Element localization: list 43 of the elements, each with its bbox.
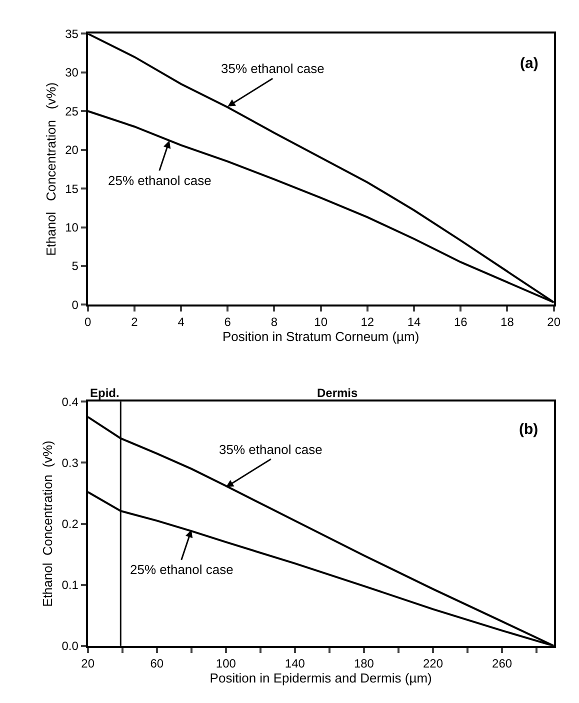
x-axis-title: Position in Stratum Corneum (µm) xyxy=(222,329,420,344)
x-tick-label: 260 xyxy=(492,656,512,670)
y-tick-label: 25 xyxy=(65,104,79,118)
y-tick-label: 15 xyxy=(65,182,79,196)
text: Epid. xyxy=(90,386,120,400)
x-tick-label: 10 xyxy=(314,315,328,330)
annotation: 35% ethanol case xyxy=(219,442,322,457)
y-tick-label: 20 xyxy=(65,143,79,158)
x-tick-label: 220 xyxy=(423,656,444,670)
x-tick-label: 180 xyxy=(354,656,374,670)
x-tick-label: 8 xyxy=(270,315,278,330)
x-axis-title: Position in Epidermis and Dermis (µm) xyxy=(210,670,432,686)
y-tick-label: 5 xyxy=(72,259,79,274)
y-tick-label: 10 xyxy=(65,220,79,234)
x-tick-label: 20 xyxy=(81,656,95,670)
x-tick-label: 12 xyxy=(360,315,374,330)
y-tick-label: 0.2 xyxy=(62,516,79,531)
x-tick-label: 4 xyxy=(178,315,185,330)
annotation: (b) xyxy=(519,421,538,438)
annotation: 35% ethanol case xyxy=(221,61,324,76)
y-tick-label: 0.4 xyxy=(62,394,79,409)
x-tick-label: 18 xyxy=(500,315,514,330)
y-tick-label: 0.0 xyxy=(62,639,79,654)
x-tick-label: 60 xyxy=(150,656,164,670)
x-tick-label: 2 xyxy=(131,315,138,330)
x-tick-label: 14 xyxy=(407,315,422,330)
y-tick-label: 30 xyxy=(65,66,79,80)
x-tick-label: 6 xyxy=(224,315,232,330)
x-tick-label: 100 xyxy=(216,656,236,670)
annotation: 25% ethanol case xyxy=(130,562,234,577)
x-tick-label: 140 xyxy=(284,656,306,670)
y-tick-label: 0.1 xyxy=(62,578,79,592)
y-axis-title: Ethanol Concentration (v%) xyxy=(44,82,59,256)
annotation: (a) xyxy=(520,55,538,72)
text: Dermis xyxy=(317,386,358,400)
x-tick-label: 0 xyxy=(84,315,92,330)
y-axis-title: Ethanol Concentration (v%) xyxy=(40,440,56,607)
annotation: 25% ethanol case xyxy=(108,173,212,188)
y-tick-label: 0.3 xyxy=(62,456,79,470)
y-tick-label: 35 xyxy=(65,26,79,41)
x-tick-label: 20 xyxy=(547,315,561,330)
x-tick-label: 16 xyxy=(454,315,468,330)
y-tick-label: 0 xyxy=(72,298,79,312)
